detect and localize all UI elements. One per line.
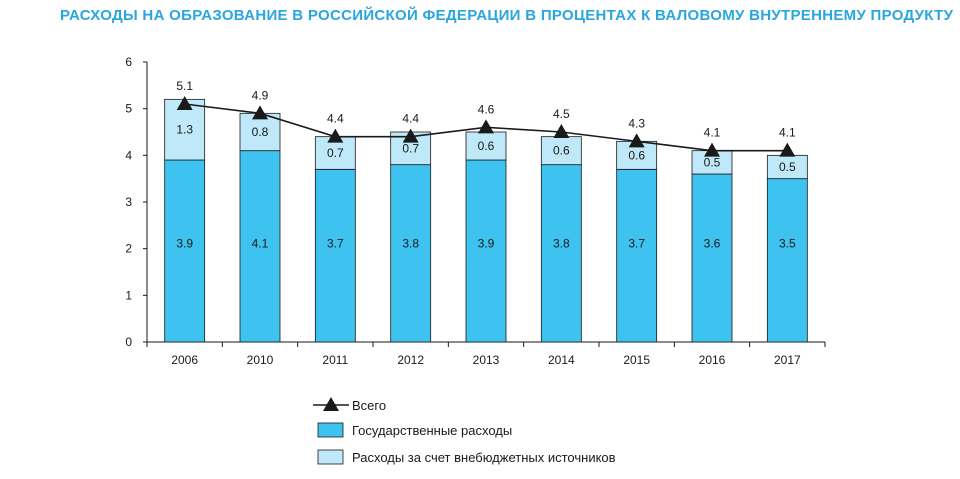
- bar-government: [314, 168, 356, 343]
- total-label: 4.1: [704, 126, 721, 140]
- x-tick-label: 2016: [699, 353, 726, 367]
- x-tick-label: 2010: [247, 353, 274, 367]
- bar-government-label: 3.6: [704, 237, 721, 251]
- triangle-marker: [553, 124, 570, 138]
- bar-government: [164, 159, 206, 343]
- legend-swatch-government: [317, 422, 344, 438]
- y-tick-label: 1: [125, 288, 132, 302]
- y-tick-label: 2: [125, 242, 132, 256]
- total-label: 5.1: [176, 79, 193, 93]
- bar-government-label: 3.8: [402, 237, 419, 251]
- bar-extra-budget-label: 0.6: [628, 148, 645, 162]
- bar-government: [540, 164, 582, 343]
- triangle-marker: [327, 128, 344, 143]
- triangle-marker: [704, 142, 720, 157]
- x-tick-label: 2012: [397, 353, 424, 367]
- triangle-marker: [779, 142, 796, 157]
- total-label: 4.4: [402, 112, 419, 126]
- bar-government-label: 4.1: [252, 237, 269, 251]
- legend-label-total: Всего: [352, 398, 386, 413]
- total-label: 4.3: [628, 116, 645, 130]
- triangle-marker: [478, 119, 494, 134]
- bar-government: [616, 168, 658, 343]
- x-tick-label: 2017: [774, 353, 801, 367]
- triangle-marker: [402, 128, 419, 143]
- legend-label-government: Государственные расходы: [352, 423, 512, 438]
- total-label: 4.6: [478, 102, 495, 116]
- y-tick-label: 6: [125, 55, 132, 69]
- total-label: 4.9: [252, 88, 269, 102]
- bar-extra-budget-label: 0.7: [402, 141, 419, 155]
- bar-government: [691, 173, 733, 343]
- triangle-marker: [628, 133, 645, 148]
- bar-government-label: 3.9: [176, 237, 193, 251]
- chart-title: РАСХОДЫ НА ОБРАЗОВАНИЕ В РОССИЙСКОЙ ФЕДЕ…: [60, 7, 954, 24]
- triangle-marker: [176, 96, 193, 110]
- bar-extra-budget: [465, 131, 507, 161]
- bar-government-label: 3.7: [327, 237, 344, 251]
- bar-government: [766, 178, 808, 343]
- legend-label-extra-budget: Расходы за счет внебюджетных источников: [352, 450, 616, 465]
- y-tick-label: 4: [125, 148, 132, 162]
- y-tick-label: 5: [125, 102, 132, 116]
- bar-extra-budget-label: 0.6: [553, 144, 570, 158]
- bar-extra-budget-label: 0.6: [478, 139, 495, 153]
- bar-extra-budget-label: 0.7: [327, 146, 344, 160]
- bar-extra-budget-label: 0.5: [704, 155, 721, 169]
- bar-extra-budget: [239, 112, 281, 152]
- y-tick-label: 0: [125, 335, 132, 349]
- bar-government: [465, 159, 507, 343]
- bar-government: [390, 164, 432, 343]
- bar-government-label: 3.9: [478, 237, 495, 251]
- bar-government-label: 3.8: [553, 237, 570, 251]
- x-tick-label: 2006: [171, 353, 198, 367]
- x-tick-label: 2014: [548, 353, 575, 367]
- x-tick-label: 2013: [473, 353, 500, 367]
- legend-triangle-icon: [323, 397, 339, 411]
- bar-government-label: 3.7: [628, 237, 645, 251]
- legend-swatch-extra-budget: [317, 449, 344, 465]
- x-tick-label: 2011: [322, 353, 348, 367]
- total-label: 4.5: [553, 107, 570, 121]
- triangle-marker: [252, 105, 268, 120]
- total-label: 4.1: [779, 126, 796, 140]
- bar-government-label: 3.5: [779, 237, 796, 251]
- total-label: 4.4: [327, 112, 344, 126]
- bar-extra-budget-label: 0.5: [779, 160, 796, 174]
- y-tick-label: 3: [125, 195, 132, 209]
- bar-extra-budget-label: 0.8: [252, 125, 269, 139]
- x-tick-label: 2015: [623, 353, 650, 367]
- bar-extra-budget-label: 1.3: [176, 123, 193, 137]
